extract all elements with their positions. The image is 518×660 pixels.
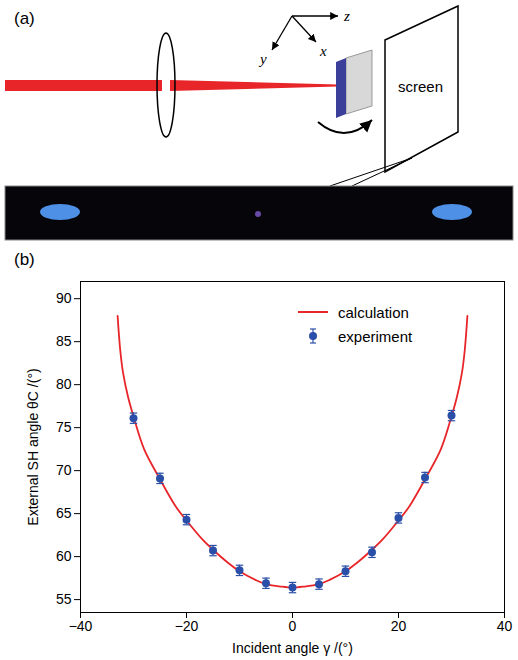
svg-text:y: y [258, 51, 267, 67]
svg-text:0: 0 [289, 618, 297, 634]
svg-text:External SH angle θC /(°): External SH angle θC /(°) [25, 368, 41, 525]
svg-text:75: 75 [56, 419, 72, 435]
svg-text:Incident angle γ /(°): Incident angle γ /(°) [232, 640, 353, 656]
html-text:experiment: experiment [338, 327, 413, 345]
svg-text:−20: −20 [175, 618, 199, 634]
svg-text:65: 65 [56, 505, 72, 521]
svg-text:40: 40 [497, 618, 513, 634]
svg-text:x: x [319, 43, 327, 59]
svg-text:70: 70 [56, 462, 72, 478]
svg-text:60: 60 [56, 548, 72, 564]
svg-text:85: 85 [56, 333, 72, 349]
svg-text:80: 80 [56, 376, 72, 392]
svg-text:(a): (a) [14, 9, 35, 28]
svg-text:20: 20 [391, 618, 407, 634]
svg-text:−40: −40 [69, 618, 93, 634]
svg-text:screen: screen [398, 78, 443, 95]
svg-text:z: z [343, 8, 350, 24]
html-text:calculation: calculation [338, 303, 409, 321]
svg-text:90: 90 [56, 290, 72, 306]
html-text:(b): (b) [14, 250, 35, 269]
svg-text:55: 55 [56, 591, 72, 607]
